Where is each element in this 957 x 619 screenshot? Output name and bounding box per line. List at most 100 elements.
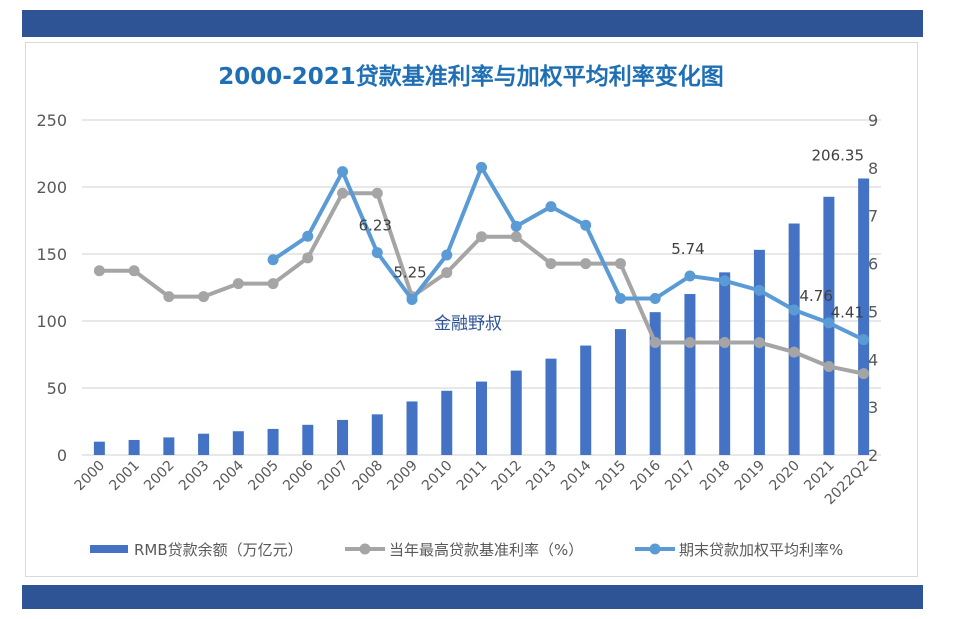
left-tick-label: 150 [36, 245, 67, 264]
bar [371, 414, 383, 455]
x-tick-label: 2005 [245, 458, 282, 495]
series-point [302, 230, 314, 242]
series-point [684, 337, 696, 349]
legend-marker [649, 543, 661, 555]
series-point [476, 161, 487, 173]
data-label: 5.25 [393, 263, 426, 281]
series-point [614, 293, 626, 305]
chart-title: 2000-2021贷款基准利率与加权平均利率变化图 [218, 63, 724, 90]
x-tick-label: 2007 [315, 458, 352, 495]
chart-frame [25, 42, 918, 577]
series-point [128, 265, 140, 277]
bar [93, 441, 105, 455]
bar [719, 272, 731, 455]
left-tick-label: 50 [47, 379, 67, 398]
x-tick-label: 2020 [766, 458, 803, 495]
series-point [510, 220, 522, 232]
left-tick-label: 100 [36, 312, 67, 331]
series-point [753, 337, 765, 349]
bar [614, 329, 626, 455]
right-tick-label: 9 [868, 111, 878, 130]
series-point [753, 284, 765, 296]
series-point [545, 258, 557, 270]
legend-label: 当年最高贷款基准利率（%） [389, 541, 583, 559]
x-tick-label: 2018 [697, 458, 734, 495]
series-point [93, 265, 105, 277]
x-tick-label: 2013 [523, 458, 560, 495]
series-point [545, 201, 557, 213]
x-tick-label: 2000 [72, 458, 109, 495]
bar [510, 370, 522, 455]
bar [198, 433, 210, 455]
series-point [337, 166, 349, 178]
bar [232, 431, 244, 455]
right-tick-label: 4 [868, 350, 878, 369]
x-tick-label: 2010 [419, 458, 456, 495]
bar [337, 419, 349, 455]
series-point [614, 258, 626, 270]
bar [545, 358, 557, 455]
top-band [22, 10, 923, 37]
x-tick-label: 2019 [732, 458, 769, 495]
x-tick-label: 2011 [454, 458, 491, 495]
data-label: 4.76 [799, 287, 832, 305]
x-tick-label: 2012 [489, 458, 526, 495]
x-tick-label: 2008 [350, 458, 387, 495]
x-tick-label: 2009 [384, 458, 421, 495]
left-tick-label: 250 [36, 111, 67, 130]
data-label: 4.41 [831, 304, 864, 322]
bar [302, 424, 314, 455]
bar [684, 294, 696, 455]
right-tick-label: 7 [868, 207, 878, 226]
bar [788, 223, 800, 455]
series-point [580, 258, 592, 270]
bar [128, 439, 140, 455]
x-tick-label: 2015 [593, 458, 630, 495]
bar [163, 437, 175, 455]
bar [476, 381, 487, 455]
bar [649, 312, 661, 455]
series-point [823, 317, 835, 329]
bottom-band [22, 585, 923, 609]
right-tick-label: 2 [868, 446, 878, 465]
watermark: 金融野叔 [434, 314, 502, 334]
right-tick-label: 6 [868, 255, 878, 274]
series-point [719, 275, 731, 287]
series-point [198, 291, 210, 303]
right-tick-label: 8 [868, 159, 878, 178]
bar [267, 428, 279, 455]
series-point [684, 270, 696, 282]
series-point [441, 249, 453, 261]
series-point [163, 291, 175, 303]
series-point [476, 231, 487, 243]
series-point [580, 219, 592, 231]
series-point [858, 334, 870, 346]
series-point [788, 304, 800, 316]
series-point [232, 278, 244, 290]
left-tick-label: 0 [57, 446, 67, 465]
bar [406, 401, 418, 455]
x-tick-label: 2017 [662, 458, 699, 495]
x-tick-label: 2002 [141, 458, 178, 495]
bar [441, 390, 453, 455]
series-point [371, 247, 383, 259]
series-point [337, 187, 349, 199]
series-point [371, 187, 383, 199]
series-point [510, 231, 522, 243]
left-tick-label: 200 [36, 178, 67, 197]
series-point [649, 337, 661, 349]
x-tick-label: 2001 [106, 458, 143, 495]
series-point [406, 293, 418, 305]
series-point [649, 293, 661, 305]
data-label: 6.23 [359, 217, 392, 235]
legend-label: 期末贷款加权平均利率% [679, 541, 843, 559]
bar [858, 178, 870, 455]
data-label: 206.35 [812, 146, 865, 164]
x-tick-label: 2014 [558, 457, 595, 494]
series-point [719, 337, 731, 349]
legend-label: RMB贷款余额（万亿元） [134, 541, 303, 559]
series-point [858, 368, 870, 380]
series-line [99, 191, 865, 376]
x-tick-label: 2004 [211, 457, 248, 494]
legend-marker [359, 543, 371, 555]
